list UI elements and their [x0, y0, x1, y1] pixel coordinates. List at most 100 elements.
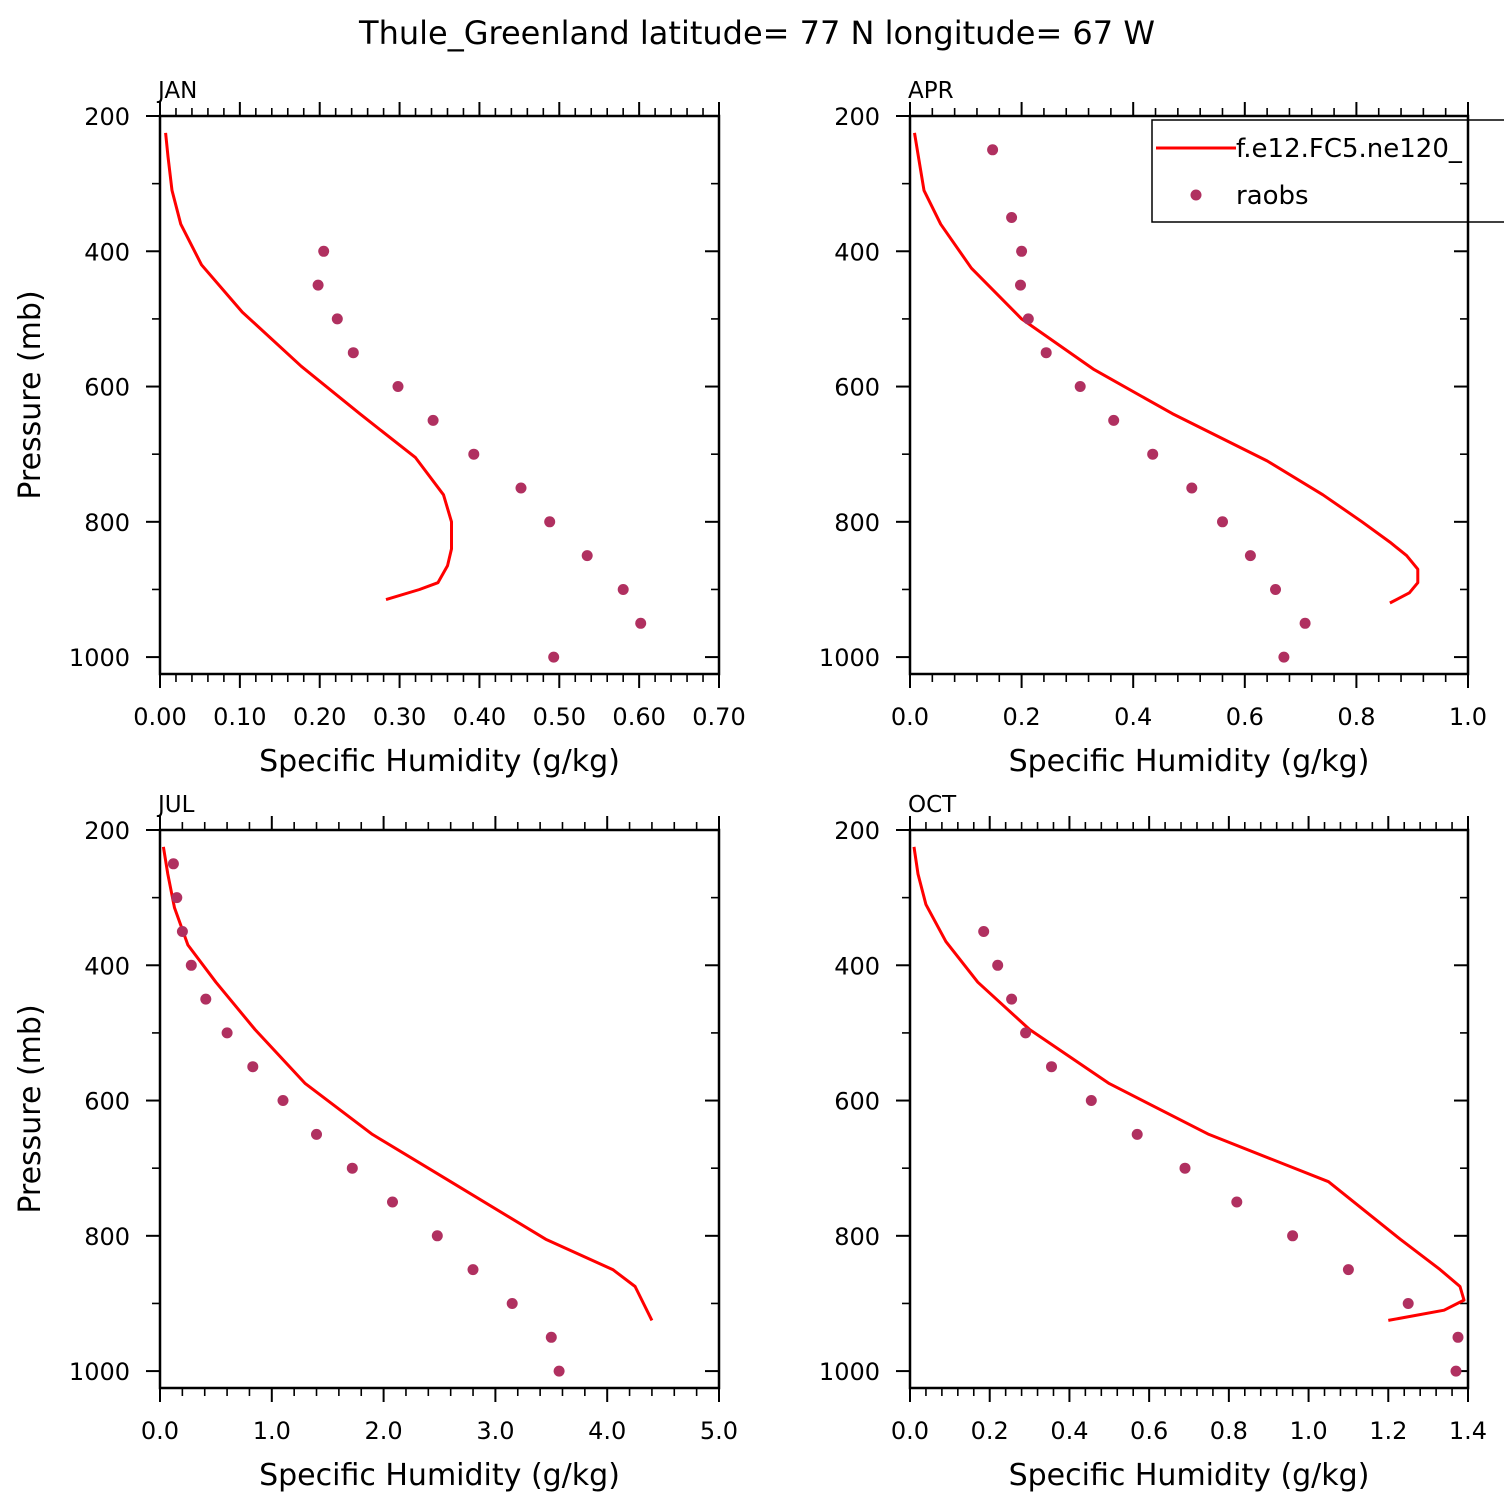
- raobs-point-oct: [1046, 1061, 1057, 1073]
- x-axis-title-jan: Specific Humidity (g/kg): [259, 744, 620, 779]
- raobs-point-apr: [1006, 212, 1018, 223]
- raobs-point-jan: [347, 347, 359, 359]
- raobs-point-jul: [277, 1095, 289, 1106]
- x-tick-label-jan: 0.50: [533, 703, 586, 731]
- x-tick-label-oct: 0.8: [1210, 1417, 1248, 1445]
- raobs-point-jul: [545, 1331, 557, 1343]
- raobs-point-jul: [200, 993, 212, 1005]
- y-tick-label-jan: 1000: [69, 644, 130, 672]
- raobs-point-apr: [1186, 482, 1198, 494]
- plot-frame-oct: [908, 828, 1470, 1390]
- y-tick-label-jan: 400: [84, 238, 130, 266]
- y-tick-label-jul: 800: [84, 1223, 130, 1251]
- raobs-point-jul: [553, 1365, 565, 1377]
- raobs-point-jul: [171, 892, 183, 904]
- raobs-point-jan: [581, 550, 593, 562]
- y-tick-label-apr: 600: [834, 374, 880, 402]
- raobs-point-oct: [978, 926, 990, 937]
- raobs-point-oct: [1020, 1027, 1032, 1039]
- y-tick-label-apr: 400: [834, 238, 880, 266]
- x-tick-label-oct: 0.2: [971, 1417, 1009, 1445]
- raobs-point-jan: [515, 482, 527, 494]
- x-tick-label-oct: 0.6: [1130, 1417, 1168, 1445]
- x-tick-label-jan: 0.40: [453, 703, 506, 731]
- raobs-point-apr: [1299, 617, 1311, 629]
- raobs-point-oct: [1131, 1128, 1143, 1140]
- legend-obs-label: raobs: [1236, 181, 1309, 211]
- raobs-point-apr: [1015, 279, 1026, 291]
- raobs-point-jul: [506, 1298, 518, 1309]
- y-tick-label-oct: 1000: [819, 1358, 880, 1386]
- plot-frame-jan: [158, 114, 721, 676]
- y-axis-title-jul: Pressure (mb): [13, 1004, 48, 1213]
- raobs-point-apr: [1217, 516, 1228, 528]
- x-tick-label-jul: 1.0: [253, 1417, 291, 1445]
- x-tick-label-jan: 0.00: [133, 703, 186, 731]
- raobs-point-apr: [1016, 245, 1028, 257]
- raobs-point-jan: [427, 414, 439, 426]
- raobs-point-oct: [1179, 1162, 1191, 1174]
- x-tick-label-apr: 0.2: [1003, 703, 1041, 731]
- panel-oct: 0.0 0.2 0.4 0.6 0.8 1.0 1.2 1.4 200 400 600 800 1000…: [819, 792, 1487, 1493]
- raobs-point-jan: [318, 245, 330, 257]
- x-tick-label-jan: 0.10: [213, 703, 266, 731]
- x-tick-label-oct: 0.0: [891, 1417, 929, 1445]
- raobs-point-oct: [1450, 1365, 1462, 1377]
- raobs-point-oct: [1006, 993, 1018, 1005]
- x-tick-label-jul: 0.0: [141, 1417, 179, 1445]
- panel-label-apr: APR: [908, 78, 954, 104]
- raobs-point-jan: [312, 279, 324, 291]
- raobs-point-apr: [1022, 313, 1034, 325]
- y-tick-label-apr: 1000: [819, 644, 880, 672]
- raobs-point-apr: [1074, 381, 1086, 392]
- raobs-point-jul: [221, 1027, 233, 1039]
- panel-label-jan: JAN: [156, 78, 197, 104]
- x-tick-label-jan: 0.30: [373, 703, 426, 731]
- raobs-point-jul: [431, 1230, 443, 1242]
- x-tick-label-jul: 3.0: [476, 1417, 514, 1445]
- y-tick-label-jul: 1000: [69, 1358, 130, 1386]
- raobs-point-oct: [992, 959, 1004, 971]
- y-tick-label-jan: 800: [84, 509, 130, 537]
- x-tick-label-oct: 0.4: [1050, 1417, 1088, 1445]
- y-tick-label-oct: 600: [834, 1088, 880, 1116]
- model-line-apr: [913, 132, 1420, 605]
- raobs-point-jan: [635, 617, 647, 629]
- y-tick-label-oct: 200: [834, 817, 880, 845]
- y-tick-label-apr: 800: [834, 509, 880, 537]
- raobs-point-oct: [1231, 1196, 1243, 1208]
- raobs-point-jan: [617, 584, 629, 595]
- y-tick-label-jul: 200: [84, 817, 130, 845]
- raobs-point-jul: [247, 1061, 259, 1073]
- raobs-point-apr: [987, 144, 999, 156]
- legend-obs-swatch: [1190, 189, 1202, 201]
- raobs-point-jul: [346, 1162, 358, 1174]
- panel-label-oct: OCT: [908, 792, 957, 818]
- x-axis-title-oct: Specific Humidity (g/kg): [1009, 1458, 1370, 1493]
- x-tick-label-jul: 2.0: [365, 1417, 403, 1445]
- x-tick-label-jan: 0.60: [612, 703, 665, 731]
- raobs-point-oct: [1287, 1230, 1299, 1242]
- raobs-point-jul: [176, 926, 188, 937]
- raobs-point-jul: [311, 1128, 322, 1140]
- x-tick-label-oct: 1.2: [1369, 1417, 1407, 1445]
- x-tick-label-apr: 0.0: [891, 703, 929, 731]
- x-tick-label-apr: 1.0: [1449, 703, 1487, 731]
- plot-frame-apr: [908, 114, 1470, 676]
- y-tick-label-oct: 400: [834, 952, 880, 980]
- panels: 0.00 0.10 0.20 0.30 0.40 0.50 0.60 0.70 200 400 60…: [13, 78, 1504, 1493]
- raobs-point-oct: [1402, 1298, 1414, 1309]
- legend: f.e12.FC5.ne120_raobs: [1151, 119, 1504, 223]
- legend-model-label: f.e12.FC5.ne120_: [1236, 134, 1463, 164]
- y-tick-label-jul: 400: [84, 952, 130, 980]
- raobs-point-apr: [1278, 651, 1290, 663]
- raobs-point-jan: [331, 313, 343, 325]
- y-tick-label-jan: 200: [84, 103, 130, 131]
- panel-apr: 0.0 0.2 0.4 0.6 0.8 1.0 200 400 600 800 1000 APR Spe…: [819, 78, 1487, 779]
- y-tick-label-jan: 600: [84, 374, 130, 402]
- raobs-point-jul: [467, 1264, 479, 1276]
- x-tick-label-apr: 0.8: [1337, 703, 1375, 731]
- panel-label-jul: JUL: [156, 792, 195, 818]
- raobs-point-jan: [548, 651, 560, 663]
